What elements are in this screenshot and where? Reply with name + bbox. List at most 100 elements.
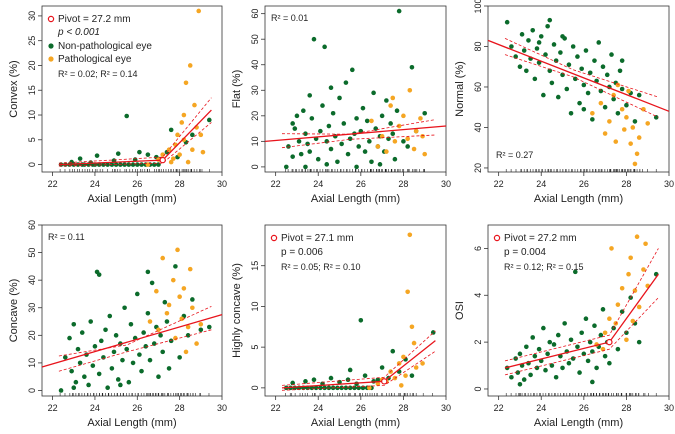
non-pathological-point [519, 32, 525, 37]
x-tick-label: 28 [621, 179, 631, 189]
pathological-point [367, 385, 372, 391]
non-pathological-point [324, 162, 330, 167]
non-pathological-point [126, 379, 132, 385]
y-tick-label: 80 [473, 41, 483, 51]
ci-lower-line [281, 350, 436, 391]
pathological-point [198, 132, 204, 138]
legend-pivot-symbol [270, 234, 278, 242]
non-pathological-point [568, 337, 574, 343]
non-pathological-point [524, 344, 529, 350]
x-tick-label: 24 [90, 179, 100, 189]
non-pathological-point [583, 48, 589, 53]
legend-p-value: p < 0.001 [57, 27, 100, 38]
pathological-point [411, 146, 417, 152]
non-pathological-point [579, 66, 584, 72]
non-pathological-point [94, 153, 100, 158]
non-pathological-point [73, 379, 79, 385]
ci-upper-line [504, 38, 659, 98]
x-axis-label: Axial Length (mm) [534, 417, 623, 429]
non-pathological-point [303, 164, 308, 170]
y-tick-label: 10 [250, 136, 260, 146]
y-tick-label: 25 [27, 36, 37, 46]
y-tick-label: 4 [473, 293, 483, 298]
non-pathological-point [579, 330, 584, 336]
panel-normal: 22 24 26 28 30 20 40 60 80 100 Axial Length (mm) No… [454, 0, 674, 205]
ci-upper-line [58, 306, 212, 357]
non-pathological-point [585, 90, 591, 96]
pathological-point [401, 113, 406, 119]
pathological-point [194, 341, 199, 346]
non-pathological-point [120, 357, 125, 363]
pathological-point [607, 316, 612, 321]
non-pathological-point [587, 70, 593, 76]
y-tick-label: 2 [473, 340, 483, 345]
non-pathological-point [575, 344, 580, 350]
pathological-point [392, 139, 398, 144]
non-pathological-point [394, 108, 400, 114]
pathological-point [636, 135, 642, 140]
y-tick-label: 20 [27, 60, 37, 70]
non-pathological-point [130, 360, 136, 366]
pathological-point [160, 255, 166, 261]
pathological-point [196, 8, 202, 14]
ci-lower-line [58, 329, 212, 372]
y-tick-label: 40 [250, 60, 260, 70]
non-pathological-point [118, 382, 123, 388]
non-pathological-point [307, 149, 313, 154]
non-pathological-point [532, 353, 538, 359]
non-pathological-point [615, 346, 621, 352]
non-pathological-point [590, 379, 595, 385]
non-pathological-point [356, 144, 361, 149]
x-tick-label: 26 [579, 179, 589, 189]
non-pathological-point [619, 86, 625, 92]
non-pathological-point [124, 346, 130, 352]
legend-pathological: Pathological eye [58, 54, 132, 65]
non-pathological-point [575, 54, 580, 59]
non-pathological-point [77, 156, 83, 161]
non-pathological-point [292, 126, 298, 131]
legend-r-squared: R² = 0.01 [271, 13, 308, 23]
pathological-point [619, 285, 625, 291]
non-pathological-point [126, 162, 132, 167]
non-pathological-point [328, 375, 334, 381]
pathological-point [626, 271, 631, 277]
pathological-point [187, 63, 193, 68]
non-pathological-point [149, 280, 155, 286]
non-pathological-point [354, 116, 359, 121]
pathological-point [407, 232, 413, 238]
pathological-point [405, 136, 410, 142]
non-pathological-point [301, 108, 306, 114]
non-pathological-point [549, 363, 555, 368]
non-pathological-point [168, 127, 174, 133]
non-pathological-point [596, 40, 602, 45]
x-tick-label: 22 [494, 179, 504, 189]
pivot-marker [381, 378, 388, 385]
y-tick-label: 15 [27, 85, 37, 95]
non-pathological-point [581, 106, 587, 112]
y-axis-label: Flat (%) [231, 70, 243, 109]
non-pathological-point [534, 46, 540, 51]
non-pathological-point [564, 86, 570, 92]
non-pathological-point [551, 342, 557, 347]
pathological-point [147, 319, 153, 324]
pathological-point [198, 321, 204, 327]
non-pathological-point [377, 162, 383, 167]
x-tick-label: 30 [441, 179, 451, 189]
non-pathological-point [98, 338, 104, 344]
non-pathological-point [101, 162, 106, 167]
ci-upper-line [504, 248, 659, 362]
legend-pivot: Pivot = 27.2 mm [504, 233, 577, 244]
non-pathological-point [592, 58, 597, 63]
pathological-point [145, 162, 151, 167]
legend-r-squared: R² = 0.02; R² = 0.14 [58, 69, 138, 79]
non-pathological-point [624, 102, 629, 108]
non-pathological-point [352, 385, 357, 391]
non-pathological-point [113, 333, 119, 338]
non-pathological-point [105, 162, 110, 167]
non-pathological-point [602, 353, 608, 359]
pathological-point [643, 241, 648, 247]
non-pathological-point [371, 90, 376, 96]
non-pathological-point [602, 104, 608, 110]
non-pathological-point [283, 164, 289, 170]
non-pathological-point [335, 159, 340, 165]
